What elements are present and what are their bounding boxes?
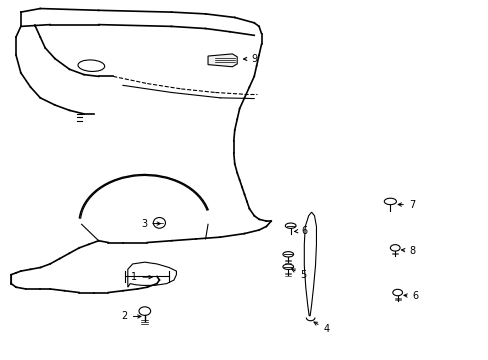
Ellipse shape [392, 289, 402, 296]
Ellipse shape [389, 245, 399, 251]
Text: 5: 5 [291, 269, 306, 280]
Text: 9: 9 [243, 54, 257, 64]
Ellipse shape [285, 223, 295, 228]
Text: 2: 2 [122, 311, 141, 321]
Text: 1: 1 [131, 272, 152, 282]
Text: 4: 4 [313, 322, 329, 334]
Ellipse shape [384, 198, 396, 204]
Ellipse shape [283, 252, 293, 257]
Text: 7: 7 [397, 200, 414, 210]
Text: 8: 8 [401, 246, 415, 256]
Text: 6: 6 [294, 226, 307, 236]
Polygon shape [207, 54, 237, 67]
Ellipse shape [153, 217, 165, 228]
Ellipse shape [78, 60, 104, 71]
Circle shape [139, 307, 150, 315]
Polygon shape [304, 212, 316, 316]
Polygon shape [127, 262, 176, 287]
Ellipse shape [283, 264, 293, 270]
Text: 6: 6 [403, 291, 418, 301]
Text: 3: 3 [141, 219, 160, 229]
